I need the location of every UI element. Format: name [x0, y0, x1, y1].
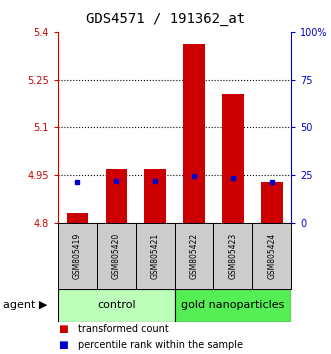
Bar: [175, 289, 291, 322]
Bar: [106, 170, 127, 223]
Bar: [183, 44, 205, 223]
Bar: [175, 223, 213, 289]
Bar: [136, 223, 175, 289]
Text: percentile rank within the sample: percentile rank within the sample: [78, 340, 243, 350]
Text: GSM805424: GSM805424: [267, 233, 276, 279]
Text: control: control: [97, 300, 136, 310]
Text: transformed count: transformed count: [78, 324, 168, 334]
Text: GSM805421: GSM805421: [151, 233, 160, 279]
Text: ■: ■: [58, 324, 68, 334]
Bar: [58, 289, 175, 322]
Bar: [222, 94, 244, 223]
Bar: [261, 182, 283, 223]
Bar: [58, 223, 97, 289]
Text: gold nanoparticles: gold nanoparticles: [181, 300, 285, 310]
Text: GDS4571 / 191362_at: GDS4571 / 191362_at: [86, 12, 245, 27]
Bar: [97, 223, 136, 289]
Bar: [67, 213, 88, 223]
Text: GSM805423: GSM805423: [228, 233, 237, 279]
Text: GSM805419: GSM805419: [73, 233, 82, 279]
Bar: [144, 170, 166, 223]
Text: GSM805422: GSM805422: [190, 233, 199, 279]
Text: ■: ■: [58, 340, 68, 350]
Text: agent ▶: agent ▶: [3, 300, 48, 310]
Text: GSM805420: GSM805420: [112, 233, 121, 279]
Bar: [213, 223, 252, 289]
Bar: [252, 223, 291, 289]
